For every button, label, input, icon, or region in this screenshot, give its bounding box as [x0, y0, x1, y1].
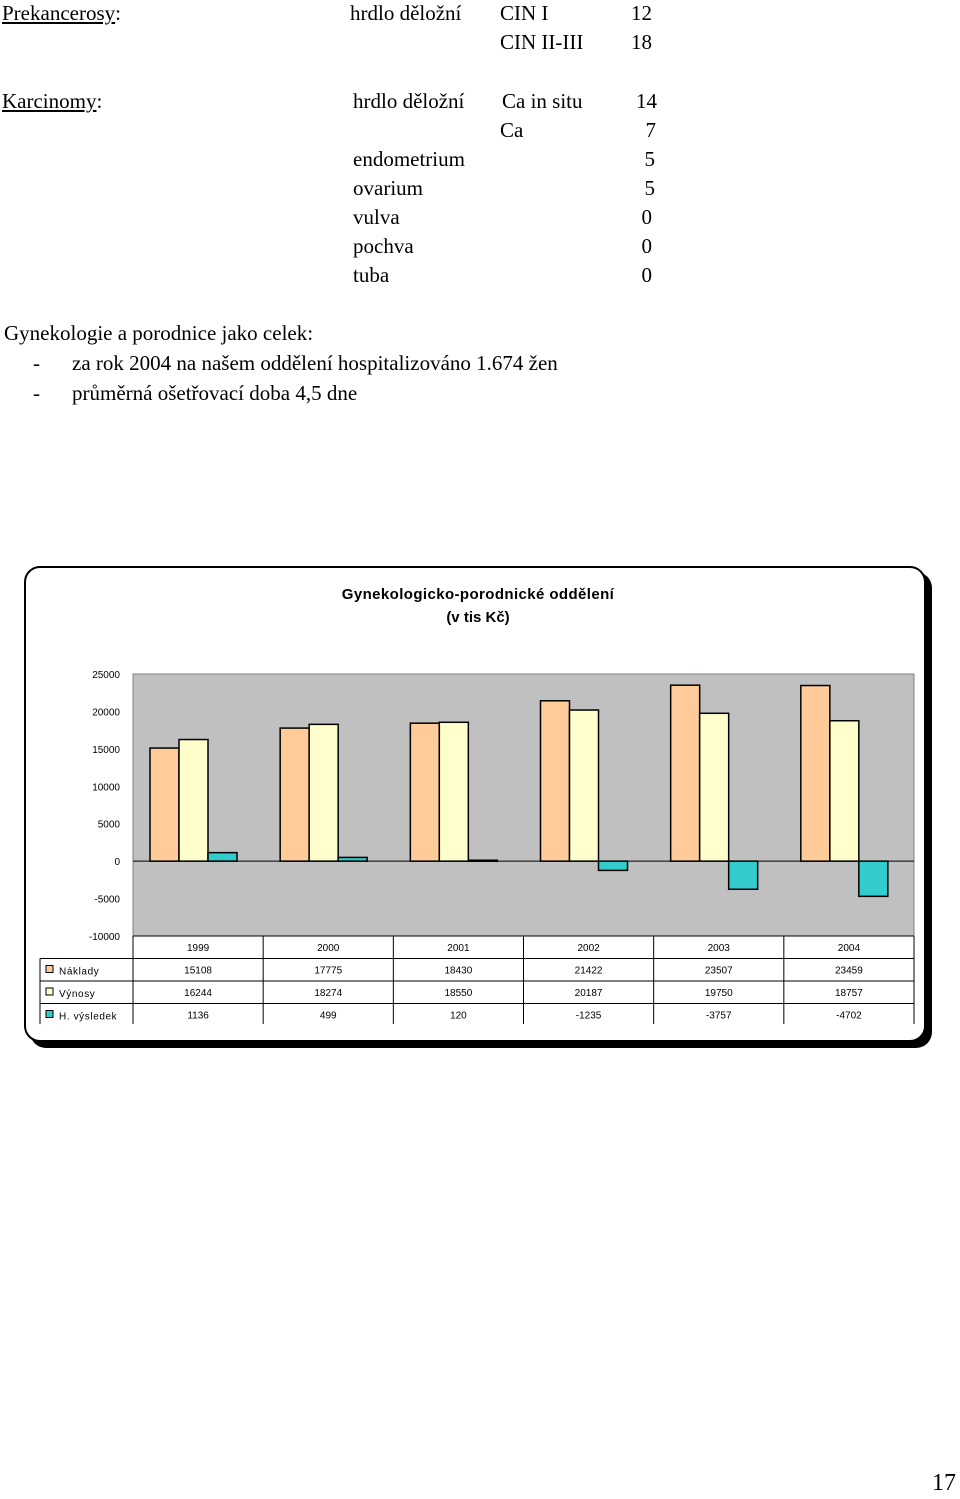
bar-chart: Gynekologicko-porodnické oddělení (v tis… — [39, 586, 915, 1024]
y-tick-label: 15000 — [92, 745, 120, 756]
bar-v-nosy — [829, 719, 860, 862]
overall-heading: Gynekologie a porodnice jako celek: — [4, 321, 314, 345]
data-label: 20187 — [575, 988, 603, 999]
bar-h-v-sledek — [467, 859, 499, 862]
bullet-dash: - — [33, 381, 40, 405]
chart-title: Gynekologicko-porodnické oddělení — [342, 586, 615, 603]
karcinomy-organ: hrdlo děložní — [353, 89, 465, 113]
data-label: 17775 — [314, 966, 342, 977]
x-tick-label: 2003 — [708, 943, 731, 954]
data-label: 19750 — [705, 988, 733, 999]
x-tick-label: 1999 — [187, 943, 210, 954]
x-tick-label: 2000 — [317, 943, 340, 954]
x-tick-label: 2001 — [447, 943, 470, 954]
data-label: 18550 — [445, 988, 473, 999]
bar-v-nosy — [568, 709, 600, 862]
karcinomy-label: Ca in situ — [502, 89, 583, 113]
bar-v-nosy — [178, 738, 209, 862]
bullet-text: průměrná ošetřovací doba 4,5 dne — [72, 381, 358, 405]
bar-v-nosy — [308, 723, 339, 862]
y-tick-label: -5000 — [94, 895, 120, 906]
prekancerosy-label: CIN II-III — [500, 30, 584, 54]
data-label: 23507 — [705, 966, 733, 977]
prekancerosy-organ: hrdlo děložní — [350, 1, 462, 25]
data-label: -1235 — [576, 1011, 602, 1022]
karcinomy-value: 5 — [644, 176, 656, 200]
y-tick-label: 0 — [114, 857, 120, 868]
karcinomy-value: 0 — [641, 205, 653, 229]
y-tick-label: -10000 — [89, 932, 121, 943]
bar-h-v-sledek — [597, 860, 629, 872]
data-label: 18274 — [314, 988, 342, 999]
data-label: 120 — [450, 1011, 467, 1022]
bar-n-klady — [279, 727, 310, 862]
karcinomy-label: vulva — [353, 205, 400, 229]
chart-subtitle: (v tis Kč) — [446, 609, 509, 626]
bullet-dash: - — [33, 351, 40, 375]
y-tick-label: 25000 — [92, 670, 120, 681]
karcinomy-label: pochva — [353, 234, 414, 258]
bar-n-klady — [800, 684, 831, 862]
legend-label: Náklady — [59, 967, 99, 978]
bar-n-klady — [149, 747, 180, 862]
karcinomy-value: 0 — [641, 234, 653, 258]
page-number: 17 — [932, 1470, 956, 1496]
plot-area — [132, 673, 915, 937]
karcinomy-value: 14 — [636, 89, 657, 113]
legend-swatch — [45, 987, 54, 996]
x-tick-label: 2004 — [838, 943, 861, 954]
bar-n-klady — [669, 684, 701, 862]
karcinomy-value: 5 — [644, 147, 656, 171]
x-tick-label: 2002 — [577, 943, 600, 954]
prekancerosy-label: CIN I — [500, 1, 549, 25]
bar-h-v-sledek — [207, 851, 238, 862]
bar-h-v-sledek — [858, 860, 889, 898]
prekancerosy-value: 12 — [631, 1, 652, 25]
y-tick-label: 10000 — [92, 782, 120, 793]
legend-label: Výnosy — [59, 989, 95, 1000]
karcinomy-label: tuba — [353, 263, 390, 287]
data-label: -3757 — [706, 1011, 732, 1022]
y-tick-label: 20000 — [92, 707, 120, 718]
data-label: 18757 — [835, 988, 863, 999]
data-label: 499 — [320, 1011, 337, 1022]
chart-frame: Gynekologicko-porodnické oddělení (v tis… — [24, 566, 926, 1042]
prekancerosy-heading: Prekancerosy: — [2, 1, 121, 25]
y-tick-label: 5000 — [98, 820, 121, 831]
bullet-text: za rok 2004 na našem oddělení hospitaliz… — [72, 351, 558, 375]
bar-v-nosy — [698, 712, 730, 862]
data-label: 16244 — [184, 988, 212, 999]
karcinomy-value: 7 — [645, 118, 657, 142]
data-label: 1136 — [187, 1011, 209, 1022]
data-label: 21422 — [575, 966, 603, 977]
data-label: 15108 — [184, 966, 212, 977]
karcinomy-label: Ca — [500, 118, 524, 142]
bar-v-nosy — [438, 721, 470, 862]
legend-swatch — [45, 1010, 54, 1018]
legend-swatch — [45, 965, 54, 973]
karcinomy-value: 0 — [641, 263, 653, 287]
bar-n-klady — [409, 722, 441, 862]
legend-label: H. výsledek — [59, 1012, 118, 1023]
data-label: 23459 — [835, 966, 863, 977]
karcinomy-label: ovarium — [353, 176, 423, 200]
data-label: 18430 — [445, 966, 473, 977]
karcinomy-label: endometrium — [353, 147, 465, 171]
bar-h-v-sledek — [337, 856, 368, 862]
bar-h-v-sledek — [727, 860, 759, 891]
bar-n-klady — [539, 700, 571, 862]
prekancerosy-value: 18 — [631, 30, 652, 54]
data-label: -4702 — [836, 1011, 862, 1022]
karcinomy-heading: Karcinomy: — [2, 89, 103, 113]
